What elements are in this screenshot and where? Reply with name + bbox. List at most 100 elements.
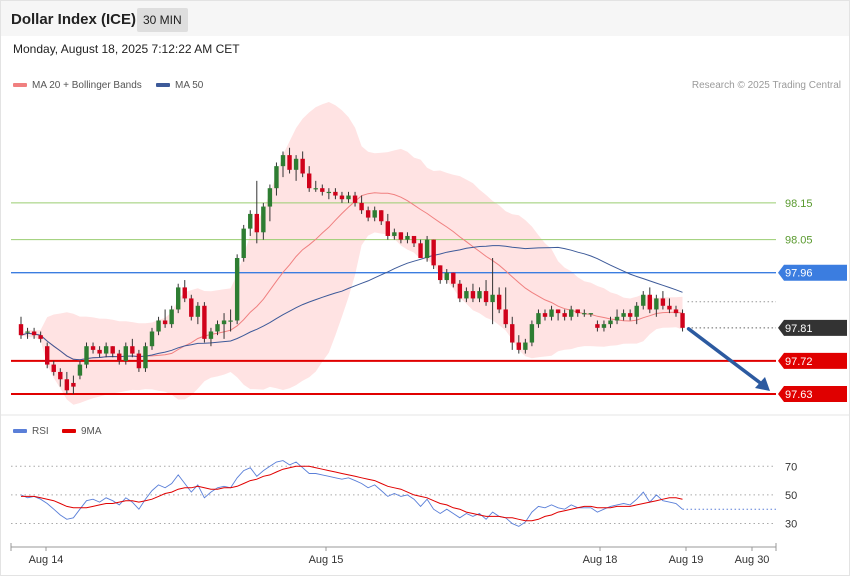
candle-bearish <box>379 210 384 222</box>
rsi-swatch <box>13 429 27 434</box>
candle-bullish <box>621 313 626 317</box>
candle-bearish <box>562 313 567 317</box>
candle-bearish <box>189 298 194 317</box>
forecast-arrow-head <box>755 376 770 391</box>
ma9-swatch <box>62 429 76 434</box>
candle-bullish <box>346 195 351 200</box>
candle-bearish <box>627 313 633 317</box>
candle-bearish <box>365 210 371 218</box>
candle-bullish <box>176 287 181 310</box>
ma20-swatch <box>13 83 27 88</box>
candle-bullish <box>634 305 639 317</box>
chart-datetime: Monday, August 18, 2025 7:12:22 AM CET <box>13 42 240 56</box>
candle-bearish <box>431 239 436 266</box>
candle-bullish <box>293 158 299 170</box>
candle-bearish <box>307 173 312 189</box>
x-tick-label: Aug 14 <box>29 554 64 566</box>
candle-bearish <box>516 342 521 350</box>
level-label-97-81-tag <box>778 319 847 336</box>
candle-bearish <box>470 291 476 299</box>
candle-bearish <box>58 371 63 380</box>
header-bar: Dollar Index (ICE) 30 MIN <box>1 1 849 36</box>
candle-bearish <box>385 221 390 236</box>
candle-bullish <box>444 272 449 281</box>
candle-bearish <box>352 195 358 203</box>
candle-bullish <box>372 210 377 218</box>
rsi-tick-label: 70 <box>785 461 797 473</box>
legend-rsi: RSI <box>13 426 49 437</box>
legend-rsi-label: RSI <box>32 426 49 437</box>
candle-bearish <box>555 309 561 314</box>
legend-ma20-label: MA 20 + Bollinger Bands <box>32 80 142 91</box>
legend-9ma-label: 9MA <box>81 426 102 437</box>
candle-bearish <box>510 324 515 343</box>
level-label-97-72-tag <box>778 352 847 369</box>
level-label-97-96: 97.96 <box>785 268 813 280</box>
candle-bullish <box>149 331 155 347</box>
candle-bearish <box>575 309 580 314</box>
level-label-98-05: 98.05 <box>785 235 813 247</box>
candle-bullish <box>221 320 227 325</box>
candle-bullish <box>248 213 253 229</box>
bollinger-bands-area <box>21 102 683 405</box>
candle-bearish <box>418 243 423 259</box>
rsi-tick-label: 50 <box>785 490 797 502</box>
x-tick-label: Aug 19 <box>669 554 704 566</box>
candle-bullish <box>392 232 397 236</box>
forecast-arrow-shaft <box>686 327 765 387</box>
candle-bearish <box>457 283 463 299</box>
candle-bearish <box>438 265 443 281</box>
candle-bullish <box>228 320 233 322</box>
candle-bullish <box>569 309 574 317</box>
candle-bearish <box>542 313 548 317</box>
candle-bearish <box>110 346 115 354</box>
candle-bullish <box>143 346 148 369</box>
x-tick-label: Aug 30 <box>735 554 770 566</box>
candle-bullish <box>241 228 246 259</box>
candle-bullish <box>215 324 220 332</box>
candle-bullish <box>641 294 646 306</box>
candle-bearish <box>339 195 345 200</box>
rsi-tick-label: 30 <box>785 519 797 531</box>
candle-bullish <box>424 239 430 259</box>
ma50-line <box>20 245 683 361</box>
candle-bearish <box>300 158 305 174</box>
timeframe-button[interactable]: 30 MIN <box>137 8 188 32</box>
candle-bullish <box>477 291 482 299</box>
level-label-97-72: 97.72 <box>785 356 813 368</box>
candle-bullish <box>490 294 495 303</box>
candle-bearish <box>202 305 207 339</box>
level-label-97-63-tag <box>778 385 847 402</box>
candle-bearish <box>38 335 43 339</box>
candle-bullish <box>77 364 83 376</box>
candle-bullish <box>654 298 659 310</box>
candle-bullish <box>529 324 535 343</box>
candle-bearish <box>64 379 70 391</box>
candle-bearish <box>359 202 364 211</box>
level-label-97-63: 97.63 <box>785 389 813 401</box>
candle-bearish <box>51 364 56 372</box>
candle-bullish <box>582 313 587 315</box>
candle-bearish <box>130 346 135 354</box>
candle-bearish <box>451 272 456 284</box>
candle-bearish <box>45 346 50 365</box>
candle-bullish <box>195 305 201 317</box>
candle-bullish <box>208 331 214 339</box>
candle-bearish <box>398 232 404 240</box>
candle-bearish <box>660 298 666 306</box>
candle-bullish <box>523 342 528 350</box>
legend-ma50: MA 50 <box>156 80 203 91</box>
legend-ma20: MA 20 + Bollinger Bands <box>13 80 142 91</box>
candle-bearish <box>680 313 685 328</box>
candle-bearish <box>667 305 672 310</box>
candle-bullish <box>405 235 410 240</box>
candle-bearish <box>483 291 489 303</box>
candle-bullish <box>261 206 266 233</box>
candle-bearish <box>136 353 142 369</box>
candle-bearish <box>411 235 417 244</box>
candle-bearish <box>673 309 679 314</box>
candle-bearish <box>496 294 502 310</box>
candle-bearish <box>182 287 187 299</box>
